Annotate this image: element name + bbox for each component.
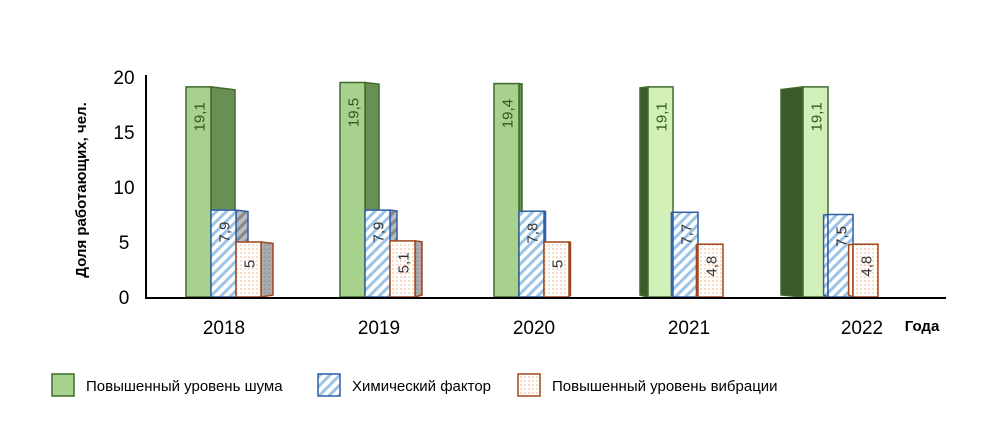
bar-0 — [493, 82, 520, 298]
y-tick-label: 20 — [113, 68, 134, 89]
legend-swatch — [317, 373, 341, 397]
data-label: 19,1 — [192, 102, 209, 131]
bar-0 — [647, 86, 674, 298]
bar-2 — [235, 241, 262, 298]
bar-2 — [852, 243, 879, 298]
bar-side — [260, 241, 274, 298]
data-label: 7,9 — [371, 222, 388, 243]
y-tick-label: 5 — [119, 233, 130, 254]
x-tick-label: 2018 — [203, 318, 245, 339]
data-label: 19,1 — [809, 102, 826, 131]
bar-side — [639, 86, 649, 298]
y-axis-label: Доля работающих, чел. — [73, 102, 90, 277]
data-label: 5 — [242, 260, 259, 268]
data-label: 4,8 — [704, 256, 721, 277]
legend-swatch — [517, 373, 541, 397]
bar-2 — [389, 240, 416, 298]
data-label: 19,4 — [500, 99, 517, 128]
bar-2 — [697, 243, 724, 298]
y-tick-label: 15 — [113, 123, 134, 144]
y-tick-label: 0 — [119, 288, 130, 309]
data-label: 19,1 — [654, 102, 671, 131]
bar-side — [414, 240, 423, 298]
data-label: 7,5 — [834, 226, 851, 247]
data-label: 7,8 — [525, 223, 542, 244]
bar-0 — [339, 81, 366, 298]
bar-2 — [543, 241, 570, 298]
legend-label: Повышенный уровень вибрации — [552, 378, 778, 395]
data-label: 5,1 — [396, 252, 413, 273]
bar-0 — [185, 86, 212, 298]
x-tick-label: 2022 — [841, 318, 883, 339]
data-label: 19,5 — [346, 98, 363, 127]
legend-swatch — [51, 373, 75, 397]
x-axis-label: Года — [905, 318, 940, 335]
x-tick-label: 2020 — [513, 318, 555, 339]
bar-side — [780, 86, 804, 298]
data-label: 4,8 — [859, 256, 876, 277]
x-tick-label: 2021 — [668, 318, 710, 339]
data-label: 7,7 — [679, 224, 696, 245]
x-tick-label: 2019 — [358, 318, 400, 339]
y-tick-label: 10 — [113, 178, 134, 199]
data-label: 5 — [550, 260, 567, 268]
bar-1 — [518, 210, 545, 298]
bar-1 — [364, 209, 391, 298]
legend-label: Химический фактор — [352, 378, 491, 395]
data-label: 7,9 — [217, 222, 234, 243]
legend-label: Повышенный уровень шума — [86, 378, 283, 395]
